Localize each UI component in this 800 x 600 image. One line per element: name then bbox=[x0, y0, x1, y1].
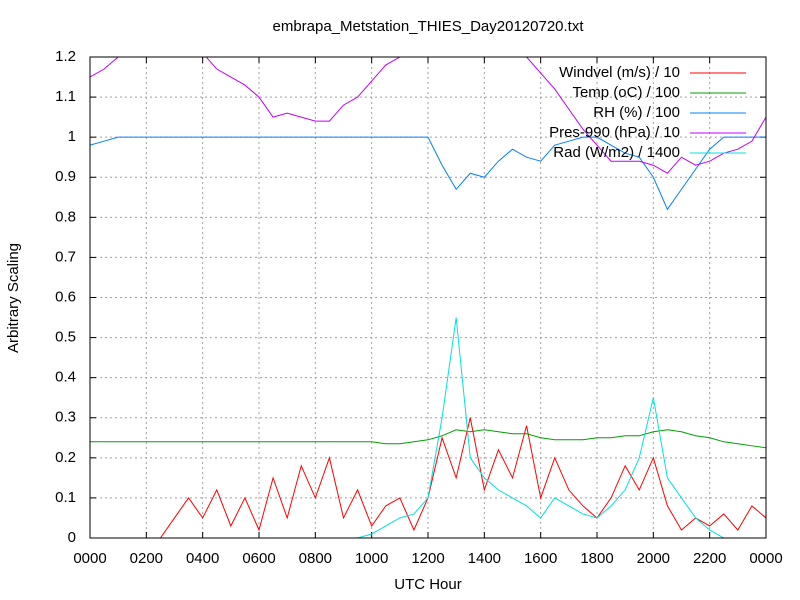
x-tick-label: 1600 bbox=[524, 550, 557, 567]
x-tick-label: 1200 bbox=[411, 550, 444, 567]
x-tick-label: 0000 bbox=[749, 550, 782, 567]
y-tick-label: 0 bbox=[68, 529, 76, 546]
y-tick-label: 0.8 bbox=[55, 208, 76, 225]
series-line bbox=[90, 317, 766, 538]
chart-title: embrapa_Metstation_THIES_Day20120720.txt bbox=[272, 18, 584, 35]
x-tick-label: 0200 bbox=[130, 550, 163, 567]
legend-label: Rad (W/m2) / 1400 bbox=[553, 144, 680, 161]
x-tick-label: 0400 bbox=[186, 550, 219, 567]
x-tick-label: 1800 bbox=[580, 550, 613, 567]
series-line bbox=[90, 57, 766, 174]
series-line bbox=[90, 429, 766, 449]
y-tick-label: 1.1 bbox=[55, 88, 76, 105]
y-tick-label: 0.9 bbox=[55, 168, 76, 185]
legend-label: RH (%) / 100 bbox=[593, 104, 680, 121]
y-tick-label: 0.7 bbox=[55, 248, 76, 265]
plot-border bbox=[89, 56, 767, 539]
x-axis-label: UTC Hour bbox=[394, 576, 462, 593]
y-tick-label: 0.5 bbox=[55, 329, 76, 346]
x-tick-label: 1400 bbox=[468, 550, 501, 567]
x-tick-label: 0800 bbox=[299, 550, 332, 567]
plot-area bbox=[90, 57, 766, 538]
y-tick-label: 1.2 bbox=[55, 48, 76, 65]
y-axis-label: Arbitrary Scaling bbox=[5, 243, 22, 353]
x-tick-label: 2000 bbox=[637, 550, 670, 567]
series-line bbox=[90, 136, 766, 211]
legend-label: Pres-990 (hPa) / 10 bbox=[549, 124, 680, 141]
y-tick-label: 0.4 bbox=[55, 369, 76, 386]
x-tick-label: 0600 bbox=[242, 550, 275, 567]
legend-label: Windvel (m/s) / 10 bbox=[559, 64, 680, 81]
x-tick-label: 2200 bbox=[693, 550, 726, 567]
y-tick-label: 0.6 bbox=[55, 288, 76, 305]
x-tick-label: 1000 bbox=[355, 550, 388, 567]
x-tick-label: 0000 bbox=[73, 550, 106, 567]
y-tick-label: 0.2 bbox=[55, 449, 76, 466]
y-tick-label: 0.1 bbox=[55, 489, 76, 506]
legend-label: Temp (oC) / 100 bbox=[572, 84, 680, 101]
y-tick-label: 1 bbox=[68, 128, 76, 145]
y-tick-label: 0.3 bbox=[55, 409, 76, 426]
legend: Windvel (m/s) / 10 Temp (oC) / 100 RH (%) … bbox=[549, 64, 746, 161]
